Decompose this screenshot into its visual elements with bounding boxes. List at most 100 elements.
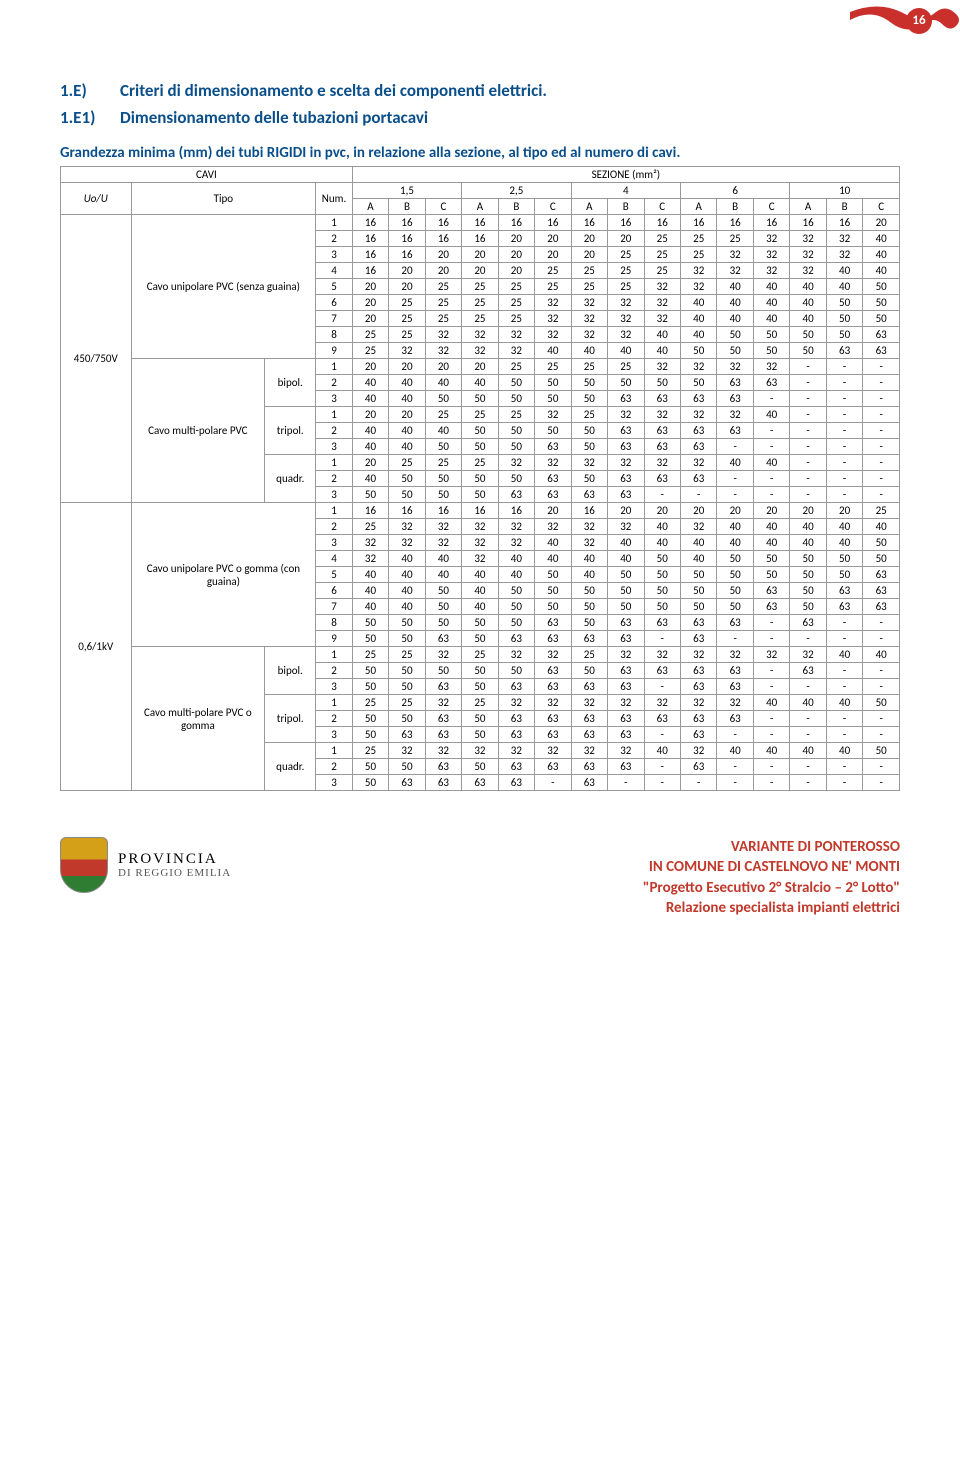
cell-num: 2 xyxy=(316,471,352,487)
cell-value: - xyxy=(863,391,900,407)
page-number: 16 xyxy=(906,8,932,34)
cell-value: 40 xyxy=(863,231,900,247)
footer-line-3: "Progetto Esecutivo 2° Stralcio – 2° Lot… xyxy=(643,878,900,898)
cell-value: 50 xyxy=(389,615,425,631)
th-section: 4 xyxy=(571,183,680,199)
cell-value: 50 xyxy=(425,615,461,631)
cell-num: 3 xyxy=(316,487,352,503)
cell-value: 32 xyxy=(717,263,753,279)
cell-value: 50 xyxy=(425,583,461,599)
cell-num: 1 xyxy=(316,359,352,375)
cell-value: 32 xyxy=(571,695,607,711)
cell-value: 32 xyxy=(608,327,644,343)
cell-value: - xyxy=(717,471,753,487)
cell-value: - xyxy=(790,439,826,455)
cell-num: 1 xyxy=(316,455,352,471)
th-section: 10 xyxy=(790,183,900,199)
cell-value: 50 xyxy=(498,663,534,679)
cell-value: - xyxy=(826,487,862,503)
cell-value: 40 xyxy=(352,471,388,487)
cell-value: 32 xyxy=(535,327,571,343)
cell-num: 8 xyxy=(316,615,352,631)
cell-value: 50 xyxy=(826,327,862,343)
cell-value: 25 xyxy=(352,647,388,663)
cell-value: 16 xyxy=(753,215,789,231)
cell-value: - xyxy=(680,487,716,503)
cell-value: 50 xyxy=(571,471,607,487)
cell-value: 25 xyxy=(425,295,461,311)
cell-value: 20 xyxy=(608,503,644,519)
cell-value: 63 xyxy=(863,599,900,615)
cell-value: 20 xyxy=(644,503,680,519)
cell-value: 63 xyxy=(535,679,571,695)
cell-value: 40 xyxy=(352,567,388,583)
cell-value: 20 xyxy=(462,359,498,375)
cell-value: 40 xyxy=(790,743,826,759)
cell-value: 40 xyxy=(571,551,607,567)
cell-value: - xyxy=(863,711,900,727)
cell-value: 32 xyxy=(498,743,534,759)
cell-num: 2 xyxy=(316,711,352,727)
cell-value: 16 xyxy=(389,231,425,247)
cell-value: 16 xyxy=(389,215,425,231)
cell-value: - xyxy=(753,759,789,775)
cell-value: 63 xyxy=(571,487,607,503)
cell-value: 25 xyxy=(498,295,534,311)
cell-value: - xyxy=(863,439,900,455)
cell-value: - xyxy=(863,407,900,423)
cell-value: 50 xyxy=(753,551,789,567)
cell-value: 50 xyxy=(352,615,388,631)
cell-value: 63 xyxy=(608,471,644,487)
cell-value: 50 xyxy=(863,743,900,759)
cell-value: 50 xyxy=(462,727,498,743)
cell-value: 50 xyxy=(535,391,571,407)
footer-crest: PROVINCIA DI REGGIO EMILIA xyxy=(60,837,231,893)
cell-value: 25 xyxy=(644,231,680,247)
cell-value: 50 xyxy=(462,759,498,775)
cell-value: 63 xyxy=(680,423,716,439)
cell-value: - xyxy=(790,391,826,407)
cell-value: 16 xyxy=(389,503,425,519)
cell-value: 40 xyxy=(790,295,826,311)
cell-value: 63 xyxy=(717,663,753,679)
cell-value: 32 xyxy=(717,647,753,663)
cell-value: 50 xyxy=(425,599,461,615)
cell-value: 50 xyxy=(352,759,388,775)
cell-value: 32 xyxy=(425,647,461,663)
cell-value: 50 xyxy=(571,375,607,391)
cell-value: 32 xyxy=(608,295,644,311)
cell-value: 63 xyxy=(608,727,644,743)
cell-value: 32 xyxy=(644,695,680,711)
cell-value: 25 xyxy=(462,311,498,327)
cell-value: 32 xyxy=(498,455,534,471)
cell-value: 50 xyxy=(680,343,716,359)
cell-value: 32 xyxy=(680,455,716,471)
cell-value: 32 xyxy=(425,327,461,343)
cell-value: 32 xyxy=(498,519,534,535)
cell-value: 63 xyxy=(535,759,571,775)
cell-value: 50 xyxy=(790,599,826,615)
cell-value: 63 xyxy=(717,679,753,695)
cell-value: 63 xyxy=(826,583,862,599)
cell-value: 63 xyxy=(644,391,680,407)
cell-value: 63 xyxy=(863,343,900,359)
cell-num: 1 xyxy=(316,215,352,231)
cell-value: 40 xyxy=(644,327,680,343)
cell-value: 40 xyxy=(352,439,388,455)
cell-value: 50 xyxy=(462,711,498,727)
cell-value: 63 xyxy=(717,391,753,407)
cell-value: 32 xyxy=(608,519,644,535)
cell-value: 50 xyxy=(462,471,498,487)
th-uou: Uo/U xyxy=(61,183,132,215)
cell-num: 2 xyxy=(316,519,352,535)
cell-value: 20 xyxy=(462,247,498,263)
cell-value: 32 xyxy=(571,535,607,551)
th-cavi: CAVI xyxy=(61,167,353,183)
cell-value: 63 xyxy=(680,631,716,647)
cell-value: 50 xyxy=(717,583,753,599)
cell-value: 40 xyxy=(680,551,716,567)
cell-num: 7 xyxy=(316,311,352,327)
cell-value: 16 xyxy=(462,503,498,519)
cell-value: 40 xyxy=(425,423,461,439)
cell-value: 40 xyxy=(717,279,753,295)
